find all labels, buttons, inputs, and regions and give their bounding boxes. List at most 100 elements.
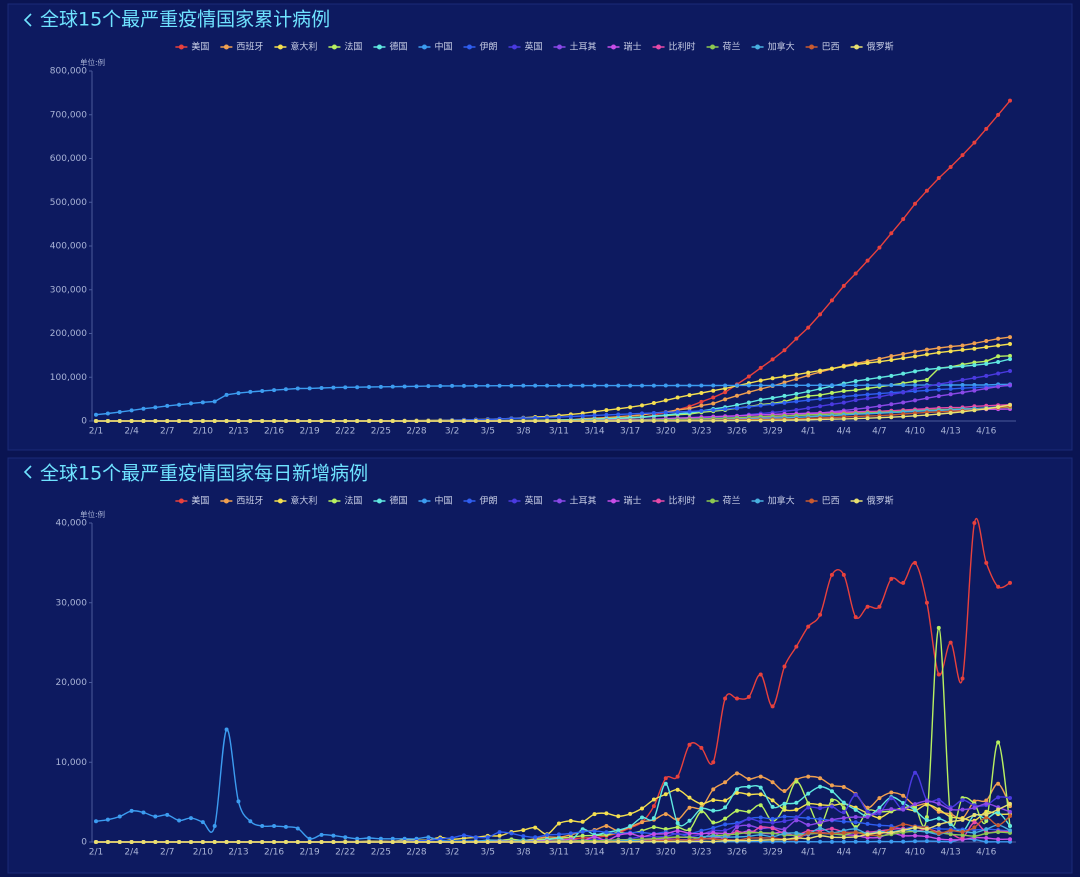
legend-label: 意大利 — [290, 495, 317, 507]
data-point — [640, 806, 645, 811]
data-point — [723, 383, 728, 388]
x-tick-label: 3/23 — [691, 848, 711, 858]
data-point — [556, 383, 561, 388]
data-point — [877, 394, 882, 399]
data-point — [913, 833, 918, 838]
data-point — [651, 816, 656, 821]
data-point — [1008, 342, 1012, 347]
data-point — [758, 838, 763, 843]
data-point — [224, 840, 229, 844]
data-point — [568, 414, 573, 419]
data-point — [853, 615, 858, 620]
x-tick-label: 4/7 — [872, 848, 886, 858]
data-point — [924, 384, 929, 389]
legend-label: 比利时 — [669, 495, 696, 507]
data-point — [723, 816, 728, 821]
data-point — [996, 823, 1001, 828]
data-point — [948, 819, 953, 824]
data-point — [806, 373, 811, 378]
data-point — [794, 377, 799, 382]
data-point — [960, 386, 965, 391]
data-point — [390, 840, 395, 844]
data-point — [165, 812, 170, 817]
x-tick-label: 2/28 — [406, 848, 426, 858]
data-point — [651, 797, 656, 802]
legend-marker — [557, 44, 563, 50]
data-point — [936, 412, 941, 417]
data-point — [782, 393, 787, 398]
data-point — [853, 792, 858, 797]
data-point — [663, 776, 668, 781]
legend-marker — [277, 498, 283, 504]
data-point — [948, 828, 953, 833]
data-point — [818, 820, 823, 825]
data-point — [295, 826, 300, 831]
legend-marker — [421, 498, 427, 504]
data-point — [865, 361, 870, 366]
data-point — [853, 383, 858, 388]
data-point — [996, 807, 1001, 812]
data-point — [343, 385, 348, 390]
data-point — [770, 376, 775, 381]
data-point — [675, 831, 680, 836]
data-point — [604, 811, 609, 816]
title-icon — [23, 465, 32, 479]
data-point — [984, 812, 989, 817]
data-point — [723, 828, 728, 833]
data-point — [889, 354, 894, 359]
data-point — [901, 807, 906, 812]
data-point — [723, 805, 728, 810]
data-point — [913, 825, 918, 830]
data-point — [1008, 801, 1012, 806]
data-point — [818, 383, 823, 388]
panel — [7, 457, 1073, 874]
data-point — [640, 418, 645, 423]
data-point — [770, 804, 775, 809]
data-point — [711, 383, 716, 388]
x-tick-label: 4/16 — [976, 848, 996, 858]
data-point — [818, 386, 823, 391]
data-point — [699, 801, 704, 806]
data-point — [699, 809, 704, 814]
data-point — [818, 831, 823, 836]
data-point — [770, 837, 775, 842]
legend-marker — [223, 44, 229, 50]
data-point — [996, 404, 1001, 409]
data-point — [901, 371, 906, 376]
data-point — [224, 392, 229, 397]
data-point — [117, 418, 122, 423]
data-point — [865, 821, 870, 826]
data-point — [509, 383, 514, 388]
data-point — [556, 821, 561, 826]
y-tick-label: 500,000 — [50, 198, 87, 208]
data-point — [865, 396, 870, 401]
data-point — [877, 383, 882, 388]
data-point — [319, 418, 324, 423]
data-point — [996, 360, 1001, 365]
data-point — [699, 828, 704, 833]
data-point — [829, 839, 834, 844]
data-point — [426, 418, 431, 423]
data-point — [841, 383, 846, 388]
x-tick-label: 2/7 — [160, 427, 174, 437]
data-point — [924, 347, 929, 352]
x-tick-label: 2/22 — [335, 427, 355, 437]
data-point — [378, 840, 383, 844]
data-point — [640, 820, 645, 825]
data-point — [604, 408, 609, 413]
data-point — [841, 394, 846, 399]
data-point — [295, 840, 300, 844]
data-point — [806, 325, 811, 330]
data-point — [640, 411, 645, 416]
legend-label: 美国 — [191, 41, 209, 53]
data-point — [1008, 357, 1012, 362]
data-point — [818, 784, 823, 789]
data-point — [687, 805, 692, 810]
data-point — [936, 366, 941, 371]
data-point — [889, 402, 894, 407]
data-point — [723, 798, 728, 803]
data-point — [260, 389, 265, 394]
data-point — [818, 312, 823, 317]
data-point — [141, 840, 146, 844]
data-point — [877, 830, 882, 835]
